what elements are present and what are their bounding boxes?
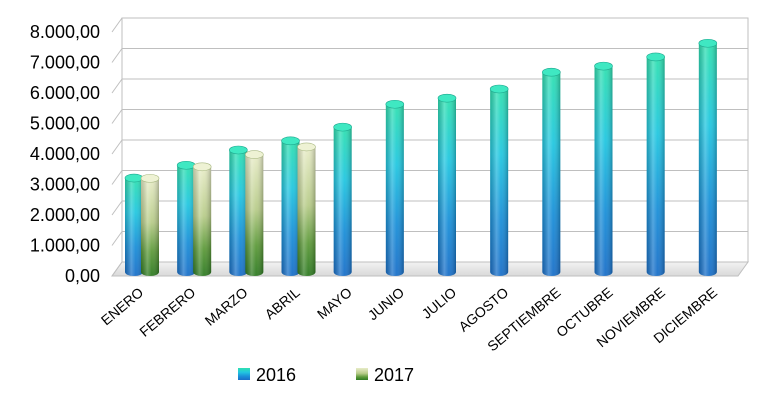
gridline-side (111, 109, 123, 124)
x-tick-label: MARZO (202, 284, 251, 329)
y-tick-label: 4.000,00 (30, 144, 100, 164)
gridline-side (111, 200, 123, 216)
y-axis: 0,00 1.000,00 2.000,00 3.000,00 4.000,00 5.00… (30, 22, 100, 286)
bar-2016-septiembre (542, 67, 561, 276)
bar-2016-julio (437, 93, 457, 277)
y-tick-label: 0,00 (65, 266, 100, 286)
bar-2016-marzo (229, 145, 248, 276)
gridline-side (111, 78, 123, 94)
legend-swatch-2017 (356, 368, 368, 380)
bar-2016-abril (281, 136, 300, 276)
legend-label-2017: 2017 (374, 365, 414, 385)
legend-swatch-2016 (238, 368, 250, 380)
bar-2017-enero (140, 174, 160, 276)
gridline-side (111, 48, 123, 63)
x-tick-label: JULIO (419, 284, 460, 322)
bar-2016-mayo (333, 122, 352, 276)
x-tick-label: FEBRERO (136, 284, 198, 340)
bar-2016-agosto (489, 84, 509, 276)
bar-2017-abril (297, 142, 316, 276)
bar-2016-octubre (594, 61, 613, 276)
x-tick-label: MAYO (314, 284, 355, 322)
bar-2017-febrero (192, 162, 212, 276)
gridline-side (111, 231, 123, 246)
gridline-side (111, 261, 123, 277)
y-tick-label: 7.000,00 (30, 53, 100, 73)
y-tick-label: 3.000,00 (30, 175, 100, 195)
x-tick-label: ABRIL (261, 284, 302, 322)
bar-2016-noviembre (646, 52, 665, 276)
bar-2016-junio (385, 99, 405, 276)
gridline-side (111, 17, 123, 33)
bar-2016-diciembre (698, 38, 718, 276)
gridline-side (111, 170, 123, 185)
grid (111, 17, 749, 277)
x-tick-label: JUNIO (365, 284, 408, 323)
x-tick-label: ENERO (98, 284, 147, 328)
bar-2017-marzo (245, 150, 264, 277)
y-tick-label: 5.000,00 (30, 114, 100, 134)
legend: 2016 2017 (238, 365, 414, 385)
y-tick-label: 6.000,00 (30, 83, 100, 103)
legend-label-2016: 2016 (256, 365, 296, 385)
y-tick-label: 2.000,00 (30, 205, 100, 225)
bar-2016-enero (124, 173, 144, 276)
bars (124, 38, 718, 277)
bar-2016-febrero (176, 160, 196, 276)
y-tick-label: 8.000,00 (30, 22, 100, 42)
y-tick-label: 1.000,00 (30, 236, 100, 256)
gridline-side (111, 139, 123, 155)
